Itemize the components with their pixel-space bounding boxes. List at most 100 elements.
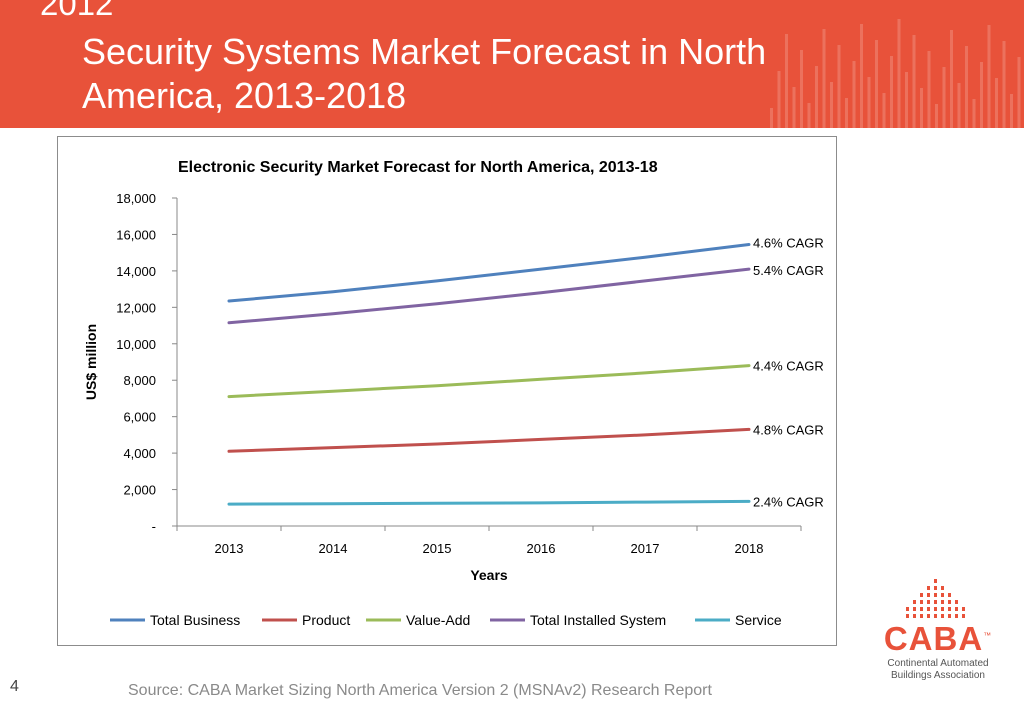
series-line-value_add: [227, 364, 751, 399]
logo-dot: [927, 600, 930, 604]
decorative-bar: [807, 103, 811, 128]
logo-dot: [962, 607, 965, 611]
decorative-bars-graphic: [770, 19, 1021, 128]
decorative-bar: [1002, 41, 1006, 128]
x-axis-ticks: 2013 2014 2015 2016 2017 2018: [176, 526, 802, 556]
y-tick-label: 16,000: [116, 227, 156, 242]
decorative-bar: [792, 87, 796, 128]
logo-dot: [941, 593, 944, 597]
logo-dot: [906, 614, 909, 618]
caba-logo-icon: [906, 579, 965, 618]
legend-label-total_installed: Total Installed System: [530, 612, 666, 628]
logo-dot: [913, 607, 916, 611]
x-tick-label: 2014: [319, 541, 348, 556]
decorative-bar: [935, 104, 938, 128]
decorative-bar: [897, 19, 901, 128]
decorative-bar: [837, 45, 841, 128]
series-line-total_business: [227, 243, 751, 303]
decorative-bar: [905, 72, 908, 128]
decorative-bar: [777, 71, 781, 128]
decorative-bar: [980, 62, 983, 128]
decorative-bar: [830, 82, 833, 128]
x-tick-label: 2016: [527, 541, 556, 556]
decorative-bar: [815, 66, 818, 128]
y-tick-label: 6,000: [123, 410, 156, 425]
decorative-bar: [972, 99, 976, 128]
logo-tm: ™: [983, 631, 993, 640]
decorative-bar: [860, 24, 863, 128]
x-axis-title: Years: [470, 567, 508, 583]
legend-label-value_add: Value-Add: [406, 612, 470, 628]
logo-dot: [941, 586, 944, 590]
logo-dot: [927, 607, 930, 611]
decorative-bar: [995, 78, 998, 128]
decorative-bar: [770, 108, 773, 128]
series-line-service: [227, 499, 751, 506]
logo-dot: [927, 614, 930, 618]
logo-dot: [920, 600, 923, 604]
x-tick-label: 2013: [215, 541, 244, 556]
decorative-bar: [965, 46, 968, 128]
logo-dot: [934, 600, 937, 604]
logo-dot: [948, 614, 951, 618]
x-tick-label: 2018: [735, 541, 764, 556]
x-tick-label: 2017: [631, 541, 660, 556]
line-chart: Electronic Security Market Forecast for …: [83, 159, 824, 628]
y-tick-label: 12,000: [116, 300, 156, 315]
logo-dot: [920, 614, 923, 618]
decorative-bar: [957, 83, 961, 128]
logo-dot: [934, 579, 937, 583]
logo-dot: [913, 614, 916, 618]
legend-label-service: Service: [735, 612, 782, 628]
cagr-label-service: 2.4% CAGR: [753, 494, 824, 509]
y-tick-label: 14,000: [116, 264, 156, 279]
year-fragment: 2012: [40, 0, 114, 22]
logo-subtitle: Continental Automated Buildings Associat…: [868, 658, 1008, 682]
logo-dot: [920, 593, 923, 597]
logo-dot: [948, 600, 951, 604]
decorative-bar: [785, 34, 788, 128]
logo-dot: [934, 593, 937, 597]
logo-dot: [955, 607, 958, 611]
decorative-bar: [987, 25, 991, 128]
decorative-bar: [950, 30, 953, 128]
cagr-label-total_business: 4.6% CAGR: [753, 235, 824, 250]
cagr-annotations: 4.6% CAGR 4.8% CAGR 4.4% CAGR 5.4% CAGR 2.4%…: [753, 235, 824, 509]
logo-dot: [906, 607, 909, 611]
y-axis-title: US$ million: [83, 324, 99, 400]
chart-legend: Total Business Product Value-Add Total Inst…: [110, 612, 782, 628]
page-number: 4: [10, 678, 19, 695]
logo-dot: [941, 600, 944, 604]
logo-dot: [941, 607, 944, 611]
cagr-label-product: 4.8% CAGR: [753, 422, 824, 437]
series-line-product: [227, 427, 751, 453]
y-tick-label: 18,000: [116, 191, 156, 206]
y-tick-label: 4,000: [123, 446, 156, 461]
logo-dot: [920, 607, 923, 611]
decorative-bar: [852, 61, 856, 128]
y-tick-label: 10,000: [116, 337, 156, 352]
logo-dot: [948, 593, 951, 597]
source-note: Source: CABA Market Sizing North America…: [128, 682, 712, 699]
title-banner: 2012 Security Systems Market Forecast in…: [0, 0, 1024, 128]
decorative-bar: [1017, 57, 1021, 128]
cagr-label-total_installed: 5.4% CAGR: [753, 263, 824, 278]
x-tick-label: 2015: [423, 541, 452, 556]
slide-title: Security Systems Market Forecast in Nort…: [82, 31, 767, 116]
series-lines: [227, 243, 751, 506]
decorative-bar: [800, 50, 803, 128]
decorative-bar: [822, 29, 826, 128]
y-tick-label: -: [152, 519, 156, 534]
logo-dot: [913, 600, 916, 604]
y-tick-label: 8,000: [123, 373, 156, 388]
decorative-bar: [927, 51, 931, 128]
logo-wordmark: CABA™: [878, 620, 998, 658]
cagr-label-value_add: 4.4% CAGR: [753, 359, 824, 374]
logo-dot: [955, 600, 958, 604]
logo-dot: [955, 614, 958, 618]
y-axis-ticks: - 2,000 4,000 6,000 8,000 10,000 12,000 14,000 1…: [116, 191, 177, 534]
decorative-bar: [845, 98, 848, 128]
legend-label-total_business: Total Business: [150, 612, 240, 628]
decorative-bar: [942, 67, 946, 128]
decorative-bar: [920, 88, 923, 128]
